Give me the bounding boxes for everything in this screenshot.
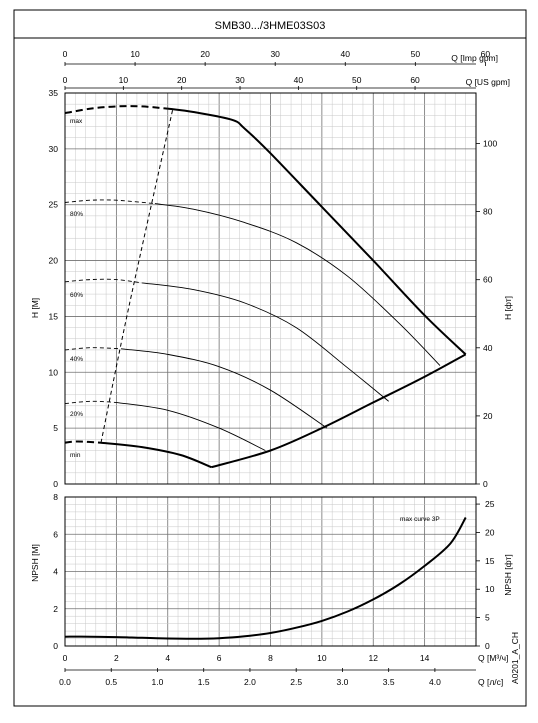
h-tick: 35 bbox=[49, 88, 59, 98]
q-ls-tick: 0.5 bbox=[105, 677, 117, 687]
hq-curve-40pct-7 bbox=[121, 348, 328, 429]
h-tick: 30 bbox=[49, 144, 59, 154]
hq-curve-min-12 bbox=[211, 353, 467, 469]
curve-label-60: 60% bbox=[70, 292, 83, 299]
npsh-tick: 2 bbox=[53, 604, 58, 614]
h-tick: 0 bbox=[53, 479, 58, 489]
npsh-tick: 8 bbox=[53, 492, 58, 502]
imp-gpm-tick: 10 bbox=[130, 49, 140, 59]
imp-gpm-tick: 0 bbox=[63, 49, 68, 59]
npsh-plot-frame bbox=[64, 496, 477, 647]
hq-curve-20pct-8 bbox=[64, 400, 117, 405]
npsh-ft-tick: 5 bbox=[485, 613, 490, 623]
h-tick: 25 bbox=[49, 200, 59, 210]
npsh-tick: 6 bbox=[53, 529, 58, 539]
q-m3h-tick: 8 bbox=[268, 653, 273, 663]
q-m3h-tick: 6 bbox=[217, 653, 222, 663]
npsh-tick: 0 bbox=[53, 641, 58, 651]
hq-curve-20pct-9 bbox=[116, 401, 266, 451]
imp-gpm-tick: 30 bbox=[270, 49, 280, 59]
q-ls-tick: 2.5 bbox=[290, 677, 302, 687]
q-ls-tick: 3.5 bbox=[383, 677, 395, 687]
us-gpm-tick: 0 bbox=[63, 75, 68, 85]
us-gpm-tick: 20 bbox=[177, 75, 187, 85]
h-tick: 5 bbox=[53, 423, 58, 433]
main-plot-frame bbox=[64, 92, 477, 485]
curve-label-min: min bbox=[70, 452, 81, 459]
q-ls-axis-label: Q [л/с] bbox=[478, 677, 503, 687]
us-gpm-tick: 60 bbox=[410, 75, 420, 85]
npsh-curve-0 bbox=[64, 516, 467, 640]
hq-curve-40pct-6 bbox=[64, 347, 122, 351]
imp-gpm-tick: 40 bbox=[341, 49, 351, 59]
hq-curve-80pct-3 bbox=[154, 203, 441, 366]
q-m3h-tick: 10 bbox=[317, 653, 327, 663]
hq-curve-max-1 bbox=[167, 107, 467, 356]
main-grid bbox=[64, 92, 477, 485]
h-ft-tick: 60 bbox=[483, 275, 493, 285]
npsh-ft-tick: 0 bbox=[485, 641, 490, 651]
h-tick: 20 bbox=[49, 256, 59, 266]
us-gpm-axis-label: Q [US gpm] bbox=[466, 77, 510, 87]
q-m3h-tick: 12 bbox=[369, 653, 379, 663]
npsh-ft-tick: 20 bbox=[485, 527, 495, 537]
q-m3h-tick: 0 bbox=[63, 653, 68, 663]
imp-gpm-tick: 20 bbox=[200, 49, 210, 59]
curves bbox=[64, 105, 467, 640]
npsh-ft-tick: 10 bbox=[485, 584, 495, 594]
us-gpm-tick: 40 bbox=[294, 75, 304, 85]
h-ft-axis-label: H [фт] bbox=[503, 296, 513, 320]
curve-label-20: 20% bbox=[70, 411, 83, 418]
imp-gpm-axis-label: Q [Imp gpm] bbox=[451, 53, 498, 63]
drawing-code: A0201_A_CH bbox=[510, 632, 520, 684]
us-gpm-tick: 10 bbox=[119, 75, 129, 85]
curve-label-max: max bbox=[70, 118, 83, 125]
q-m3h-axis-label: Q [M³/ч] bbox=[478, 653, 508, 663]
npsh-ft-axis-label: NPSH [фт] bbox=[503, 554, 513, 595]
chart-title: SMB30.../3HME03S03 bbox=[215, 20, 326, 32]
q-ls-tick: 3.0 bbox=[337, 677, 349, 687]
axes: 0 10 20 30 40 50 600 10 20 30 40 50 6005101520253035… bbox=[49, 49, 498, 687]
hq-curve-80pct-2 bbox=[64, 199, 155, 205]
q-ls-tick: 1.0 bbox=[152, 677, 164, 687]
h-tick: 10 bbox=[49, 367, 59, 377]
q-m3h-tick: 2 bbox=[114, 653, 119, 663]
hq-curve-min-11 bbox=[100, 441, 212, 469]
npsh-tick: 4 bbox=[53, 567, 58, 577]
q-ls-tick: 0.0 bbox=[59, 677, 71, 687]
hq-curve-max-0 bbox=[64, 105, 168, 115]
imp-gpm-tick: 50 bbox=[411, 49, 421, 59]
us-gpm-tick: 30 bbox=[235, 75, 245, 85]
q-m3h-tick: 4 bbox=[165, 653, 170, 663]
npsh-curve-label: max curve 3P bbox=[400, 516, 440, 523]
curve-label-40: 40% bbox=[70, 356, 83, 363]
h-ft-tick: 20 bbox=[483, 411, 493, 421]
hq-curve-60pct-5 bbox=[142, 282, 389, 402]
h-ft-tick: 80 bbox=[483, 207, 493, 217]
npsh-ft-tick: 25 bbox=[485, 499, 495, 509]
curve-label-80: 80% bbox=[70, 211, 83, 218]
h-axis-label: H [M] bbox=[30, 298, 40, 318]
q-ls-tick: 2.0 bbox=[244, 677, 256, 687]
us-gpm-tick: 50 bbox=[352, 75, 362, 85]
q-m3h-tick: 14 bbox=[420, 653, 430, 663]
h-tick: 15 bbox=[49, 311, 59, 321]
npsh-ft-tick: 15 bbox=[485, 556, 495, 566]
q-ls-tick: 4.0 bbox=[429, 677, 441, 687]
q-ls-tick: 1.5 bbox=[198, 677, 210, 687]
hq-curve-60pct-4 bbox=[64, 278, 143, 284]
h-ft-tick: 40 bbox=[483, 343, 493, 353]
h-ft-tick: 0 bbox=[483, 479, 488, 489]
sheet-border bbox=[13, 9, 527, 707]
hq-curve-min-10 bbox=[64, 440, 102, 444]
npsh-axis-label: NPSH [M] bbox=[30, 544, 40, 582]
h-ft-tick: 100 bbox=[483, 138, 497, 148]
hq-curve-dashed-limit-13 bbox=[100, 108, 174, 443]
imp-gpm-tick: 60 bbox=[481, 49, 491, 59]
